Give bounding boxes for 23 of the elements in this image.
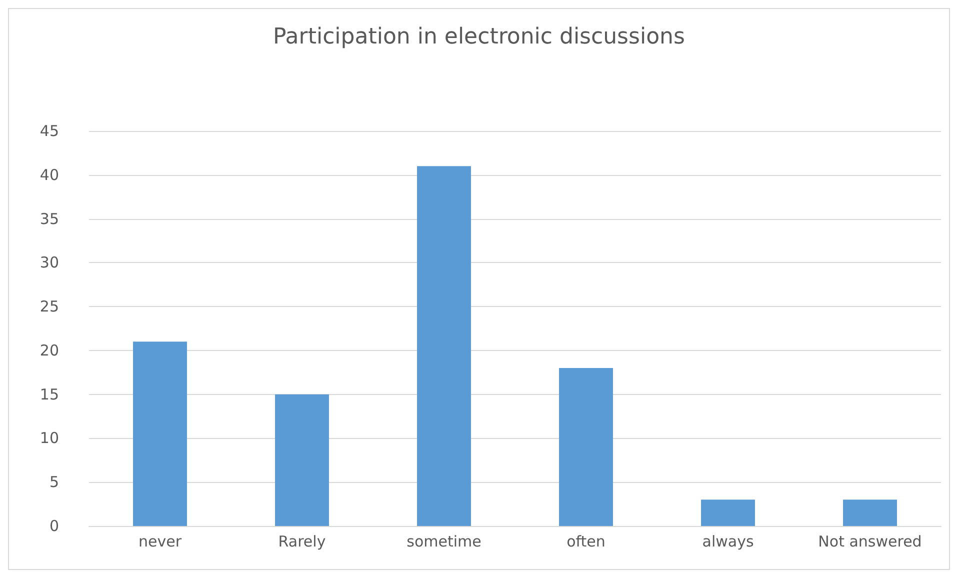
x-tick-label: Rarely [278, 532, 326, 550]
y-tick-label: 10 [40, 429, 59, 448]
bar [133, 342, 187, 526]
y-tick-label: 30 [40, 254, 59, 272]
y-tick-label: 15 [40, 385, 59, 404]
bar [417, 166, 471, 526]
y-tick-label: 40 [40, 166, 59, 184]
y-tick-label: 5 [49, 473, 59, 492]
y-tick-label: 45 [40, 122, 59, 140]
y-tick-label: 0 [49, 517, 59, 535]
bar [843, 500, 897, 526]
chart-title: Participation in electronic discussions [273, 24, 685, 50]
y-tick-label: 35 [40, 210, 59, 228]
x-tick-label: always [702, 532, 754, 550]
x-tick-label: Not answered [818, 532, 922, 550]
bar [701, 500, 755, 526]
y-tick-label: 20 [40, 341, 59, 360]
x-tick-label: never [138, 532, 182, 550]
bar [559, 368, 613, 526]
bar [275, 394, 329, 526]
x-tick-label: often [566, 532, 606, 550]
x-tick-label: sometime [406, 532, 482, 550]
y-tick-label: 25 [40, 298, 59, 316]
